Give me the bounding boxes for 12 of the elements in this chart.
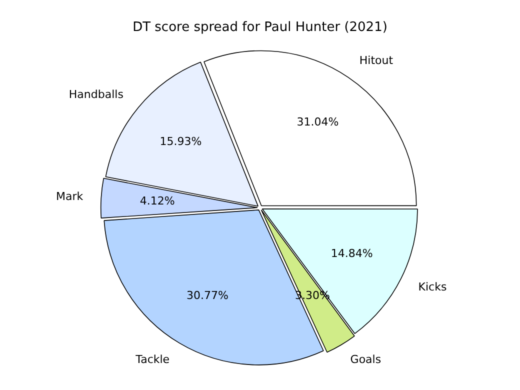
data-label: 15.93%	[160, 135, 202, 148]
slice-label: Kicks	[418, 280, 447, 294]
data-label: 14.84%	[330, 246, 373, 260]
data-label: 4.12%	[140, 194, 175, 208]
data-label: 31.04%	[296, 115, 339, 128]
slice-label: Hitout	[359, 54, 394, 67]
slice-label: Handballs	[68, 88, 124, 101]
slice-label: Mark	[56, 190, 84, 203]
chart-title: DT score spread for Paul Hunter (2021)	[132, 20, 388, 36]
data-label: 30.77%	[186, 289, 228, 302]
slice-label: Goals	[350, 353, 382, 366]
slice-label: Tackle	[134, 353, 170, 366]
